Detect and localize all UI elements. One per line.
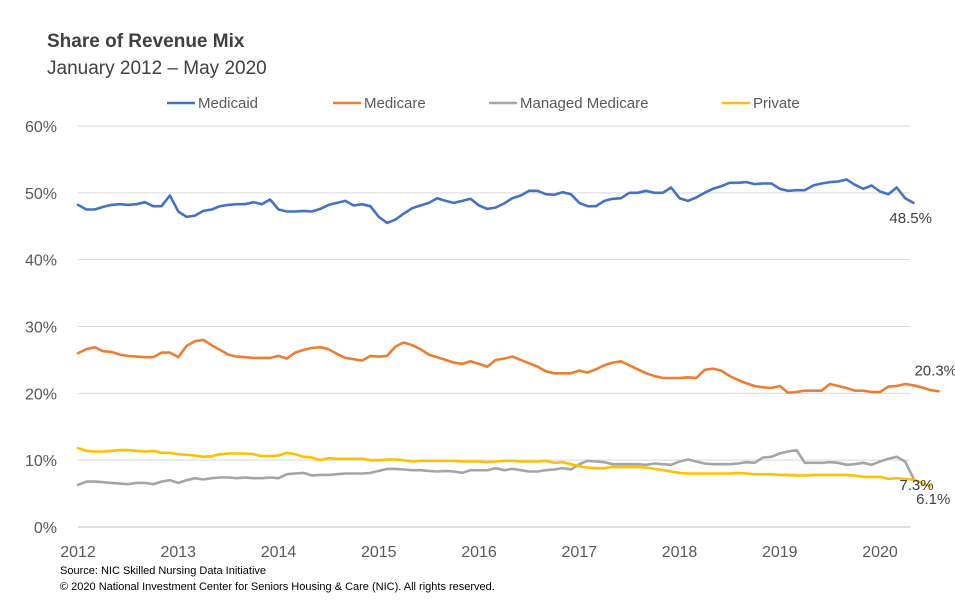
series-line-managed-medicare bbox=[76, 448, 915, 487]
x-tick-label: 2012 bbox=[60, 544, 96, 560]
chart-subtitle: January 2012 – May 2020 bbox=[47, 58, 267, 79]
legend-label: Medicaid bbox=[198, 95, 258, 112]
x-tick-label: 2014 bbox=[261, 544, 297, 560]
x-tick-label: 2017 bbox=[561, 544, 597, 560]
x-tick-label: 2018 bbox=[662, 544, 698, 560]
legend-item: Medicare bbox=[333, 95, 426, 112]
legend-item: Managed Medicare bbox=[489, 95, 648, 112]
legend-label: Private bbox=[753, 95, 800, 112]
line-chart: 0%10%20%30%40%50%60% 2012 2013 2014 2015 201… bbox=[25, 95, 955, 560]
x-axis: 2012 2013 2014 2015 2016 2017 2018 2019 2020 bbox=[60, 544, 898, 560]
end-label-managed-medicare: 7.3% bbox=[899, 477, 933, 494]
legend-label: Medicare bbox=[364, 95, 426, 112]
x-tick-label: 2019 bbox=[762, 544, 798, 560]
y-tick-label: 40% bbox=[25, 253, 57, 270]
legend-item: Private bbox=[722, 95, 800, 112]
y-axis: 0% 10% 20% 30% 40% 50% 60% bbox=[25, 119, 57, 537]
gridlines bbox=[78, 125, 910, 528]
legend-item: Medicaid bbox=[167, 95, 258, 112]
end-label-private: 6.1% bbox=[916, 491, 950, 508]
series-line-private bbox=[76, 446, 932, 488]
y-tick-label: 30% bbox=[25, 320, 57, 337]
y-tick-label: 20% bbox=[25, 386, 57, 403]
series-line-medicare bbox=[76, 338, 940, 395]
y-tick-label: 60% bbox=[25, 119, 57, 136]
x-tick-label: 2016 bbox=[461, 544, 497, 560]
x-tick-label: 2020 bbox=[862, 544, 898, 560]
series-lines bbox=[76, 178, 940, 488]
end-labels: 48.5% 20.3% 7.3%6.1% bbox=[889, 210, 955, 508]
end-label-medicare: 20.3% bbox=[914, 362, 955, 379]
x-tick-label: 2015 bbox=[361, 544, 397, 560]
legend: Medicaid Medicare Managed Medicare Private bbox=[167, 95, 800, 112]
y-tick-label: 10% bbox=[25, 453, 57, 470]
y-tick-label: 0% bbox=[34, 520, 57, 537]
series-line-medicaid bbox=[76, 178, 915, 225]
copyright-note: © 2020 National Investment Center for Se… bbox=[60, 581, 495, 593]
end-label-medicaid: 48.5% bbox=[889, 210, 932, 227]
x-tick-label: 2013 bbox=[160, 544, 196, 560]
chart-title: Share of Revenue Mix bbox=[47, 31, 245, 52]
legend-label: Managed Medicare bbox=[520, 95, 648, 112]
y-tick-label: 50% bbox=[25, 186, 57, 203]
source-note: Source: NIC Skilled Nursing Data Initiat… bbox=[60, 565, 267, 577]
